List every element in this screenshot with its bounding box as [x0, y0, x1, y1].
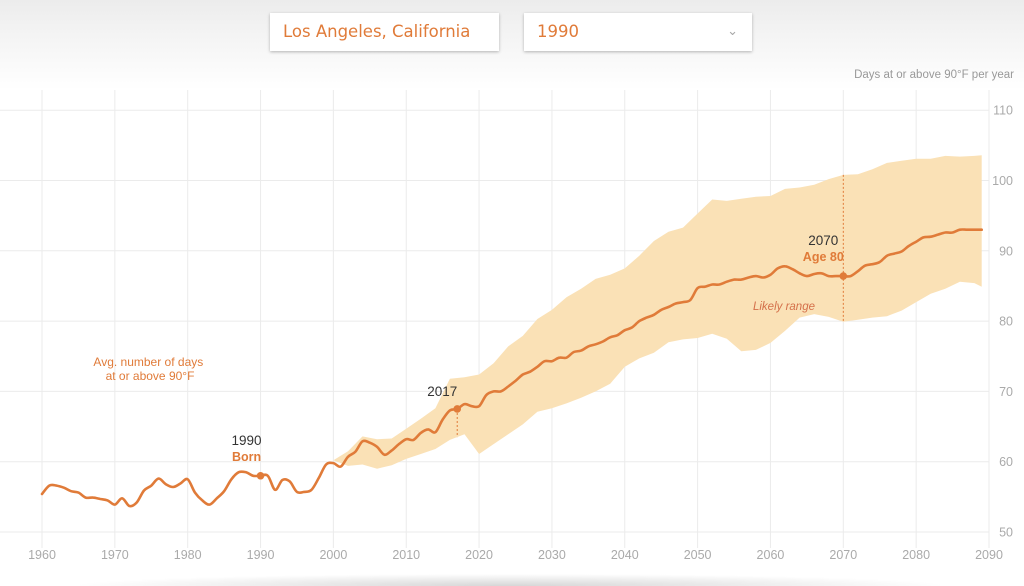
marker-2017: [453, 405, 462, 413]
x-tick-2000: 2000: [319, 548, 347, 562]
annotation-year-2070: 2070: [808, 233, 838, 248]
header-band: [0, 0, 1024, 90]
x-tick-2030: 2030: [538, 548, 566, 562]
x-tick-1990: 1990: [247, 548, 275, 562]
x-tick-2050: 2050: [684, 548, 712, 562]
annotation-markers: [256, 272, 848, 480]
annotation-label-1990: Born: [232, 450, 261, 464]
annotation-year-2017: 2017: [427, 384, 457, 399]
series-label: Avg. number of days at or above 90°F: [93, 355, 206, 383]
year-value: 1990: [537, 22, 579, 41]
x-tick-1970: 1970: [101, 548, 129, 562]
annotation-year-1990: 1990: [232, 433, 262, 448]
band-label: Likely range: [753, 301, 815, 313]
x-tick-2010: 2010: [392, 548, 420, 562]
y-axis: 50 60 70 80 90 100 110: [992, 104, 1013, 540]
x-tick-2060: 2060: [757, 548, 785, 562]
y-tick-90: 90: [999, 244, 1013, 258]
x-axis: 1960 1970 1980 1990 2000 2010 2020 2030 2040 2050…: [28, 548, 1003, 562]
marker-2070: [839, 272, 848, 280]
y-tick-110: 110: [993, 104, 1013, 118]
location-value: Los Angeles, California: [283, 22, 471, 41]
x-tick-2090: 2090: [975, 548, 1003, 562]
birth-year-select[interactable]: 1990 ⌄: [524, 13, 752, 51]
x-tick-2020: 2020: [465, 548, 493, 562]
y-tick-70: 70: [999, 385, 1013, 399]
x-tick-2070: 2070: [829, 548, 857, 562]
location-select[interactable]: Los Angeles, California: [270, 13, 499, 51]
bottom-shadow: [80, 574, 940, 586]
series-label-line-2: at or above 90°F: [106, 369, 195, 383]
annotation-label-2070: Age 80: [803, 250, 844, 264]
x-tick-1960: 1960: [28, 548, 56, 562]
grid-lines: [0, 90, 990, 548]
y-tick-80: 80: [999, 315, 1013, 329]
y-tick-60: 60: [999, 455, 1013, 469]
x-tick-1980: 1980: [174, 548, 202, 562]
y-tick-50: 50: [999, 526, 1013, 540]
marker-1990: [256, 471, 265, 480]
chevron-down-icon: ⌄: [727, 24, 738, 39]
y-tick-100: 100: [992, 174, 1013, 188]
annotations: 1990 Born 2017 2070 Age 80: [232, 233, 844, 464]
avg-days-line: [40, 228, 983, 508]
y-axis-title: Days at or above 90°F per year: [854, 69, 1014, 81]
annotation-guides: [456, 174, 844, 438]
x-tick-2040: 2040: [611, 548, 639, 562]
x-tick-2080: 2080: [902, 548, 930, 562]
series-label-line-1: Avg. number of days: [93, 355, 203, 369]
